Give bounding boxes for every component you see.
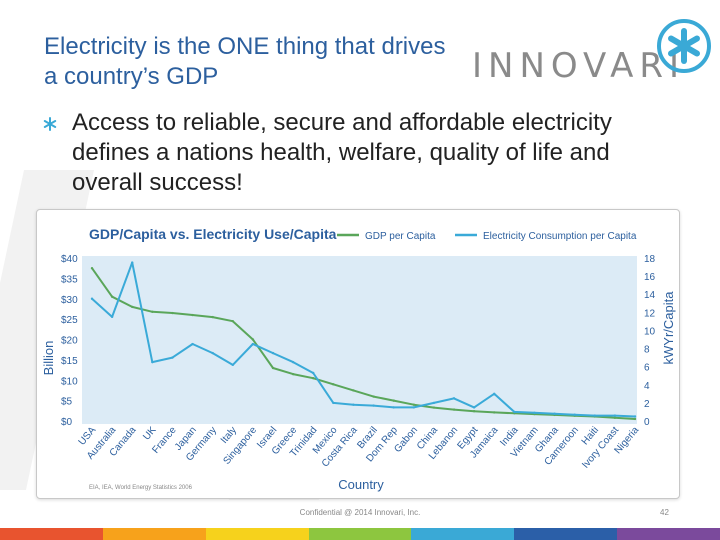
data-point (452, 408, 456, 411)
data-point (251, 338, 255, 341)
y2-tick-label: 18 (644, 254, 656, 265)
confidential-notice: Confidential @ 2014 Innovari, Inc. (299, 508, 421, 517)
y-tick-label: $10 (61, 376, 78, 387)
data-point (131, 261, 134, 264)
y2-tick-label: 2 (644, 399, 650, 410)
chart-source: EIA, IEA, World Energy Statistics 2006 (89, 485, 193, 491)
data-point (171, 311, 174, 315)
footer-color-bar (0, 528, 720, 540)
chart-panel: GDP/Capita vs. Electricity Use/Capita GDP… (36, 209, 680, 499)
data-point (110, 315, 114, 319)
chart-title: GDP/Capita vs. Electricity Use/Capita (89, 226, 337, 242)
y-tick-label: $35 (61, 274, 78, 285)
y2-tick-label: 12 (644, 308, 656, 319)
data-point (251, 342, 255, 346)
data-point (211, 315, 214, 319)
y-tick-label: $20 (61, 336, 78, 347)
data-point (352, 403, 355, 406)
data-point (633, 415, 637, 418)
y-tick-label: $30 (61, 295, 78, 306)
y2-tick-label: 10 (644, 326, 656, 337)
data-point (90, 266, 94, 270)
y-axis-label: Billion (41, 341, 56, 376)
data-point (493, 411, 496, 414)
data-point (312, 371, 315, 375)
data-point (412, 403, 415, 406)
data-point (372, 395, 375, 398)
data-point (332, 401, 335, 405)
data-point (573, 413, 576, 416)
footer-color-segment (102, 528, 206, 540)
data-point (231, 319, 234, 323)
page-number: 42 (660, 508, 669, 517)
data-point (472, 406, 476, 409)
data-point (231, 363, 234, 367)
legend-label: GDP per Capita (365, 231, 436, 242)
data-point (553, 412, 556, 415)
data-point (110, 295, 114, 298)
series-line (91, 267, 636, 420)
footer-color-segment (617, 528, 720, 540)
slide-title: Electricity is the ONE thing that drives… (44, 33, 446, 90)
y-tick-label: $25 (61, 315, 78, 326)
footer-color-segment (205, 528, 309, 540)
y-tick-label: $15 (61, 356, 78, 367)
data-point (191, 342, 194, 346)
data-point (312, 377, 315, 380)
data-point (392, 406, 395, 409)
data-point (613, 414, 617, 417)
data-point (131, 305, 134, 309)
bullet-text: Access to reliable, secure and affordabl… (72, 109, 612, 196)
data-point (452, 397, 456, 400)
data-point (412, 406, 415, 409)
data-point (372, 404, 375, 407)
data-point (633, 417, 637, 421)
series-line (91, 261, 636, 418)
innovari-logo: INNOVARI (470, 18, 715, 88)
data-point (432, 406, 436, 409)
data-point (332, 383, 335, 386)
y-tick-label: $40 (61, 254, 78, 265)
logo-text: INNOVARI (472, 46, 686, 86)
data-point (151, 310, 154, 313)
data-point (211, 351, 214, 355)
y2-tick-label: 14 (644, 290, 656, 301)
asterisk-logo-icon (657, 19, 711, 73)
data-point (271, 366, 275, 370)
x-axis-label: Country (338, 477, 384, 492)
data-point (593, 414, 596, 417)
data-point (472, 410, 476, 413)
y-tick-label: $5 (61, 397, 73, 408)
data-point (513, 410, 516, 414)
footer-color-segment (411, 528, 515, 540)
data-point (493, 392, 496, 396)
chart-svg: GDP/Capita vs. Electricity Use/Capita GDP… (41, 226, 676, 492)
x-tick-label: UK (141, 425, 159, 443)
data-point (171, 356, 174, 359)
data-point (432, 401, 436, 405)
y2-tick-label: 0 (644, 417, 650, 428)
data-point (151, 360, 154, 364)
footer-color-segment (0, 528, 103, 540)
data-point (352, 389, 355, 392)
y2-tick-label: 8 (644, 345, 650, 356)
y-tick-label: $0 (61, 417, 73, 428)
y2-tick-label: 4 (644, 381, 650, 392)
data-point (271, 351, 275, 355)
footer-color-segment (308, 528, 412, 540)
data-point (191, 313, 194, 317)
asterisk-bullet-icon (43, 117, 57, 131)
y2-tick-label: 16 (644, 272, 656, 283)
y2-tick-label: 6 (644, 363, 650, 374)
footer-color-segment (514, 528, 618, 540)
y2-axis-label: kWYr/Capita (661, 291, 676, 365)
legend-label: Electricity Consumption per Capita (483, 231, 637, 242)
plot-area (82, 256, 637, 424)
data-point (90, 297, 94, 300)
data-point (291, 372, 295, 376)
data-point (291, 360, 295, 364)
data-point (533, 411, 536, 415)
data-point (613, 416, 617, 419)
data-point (392, 399, 395, 402)
